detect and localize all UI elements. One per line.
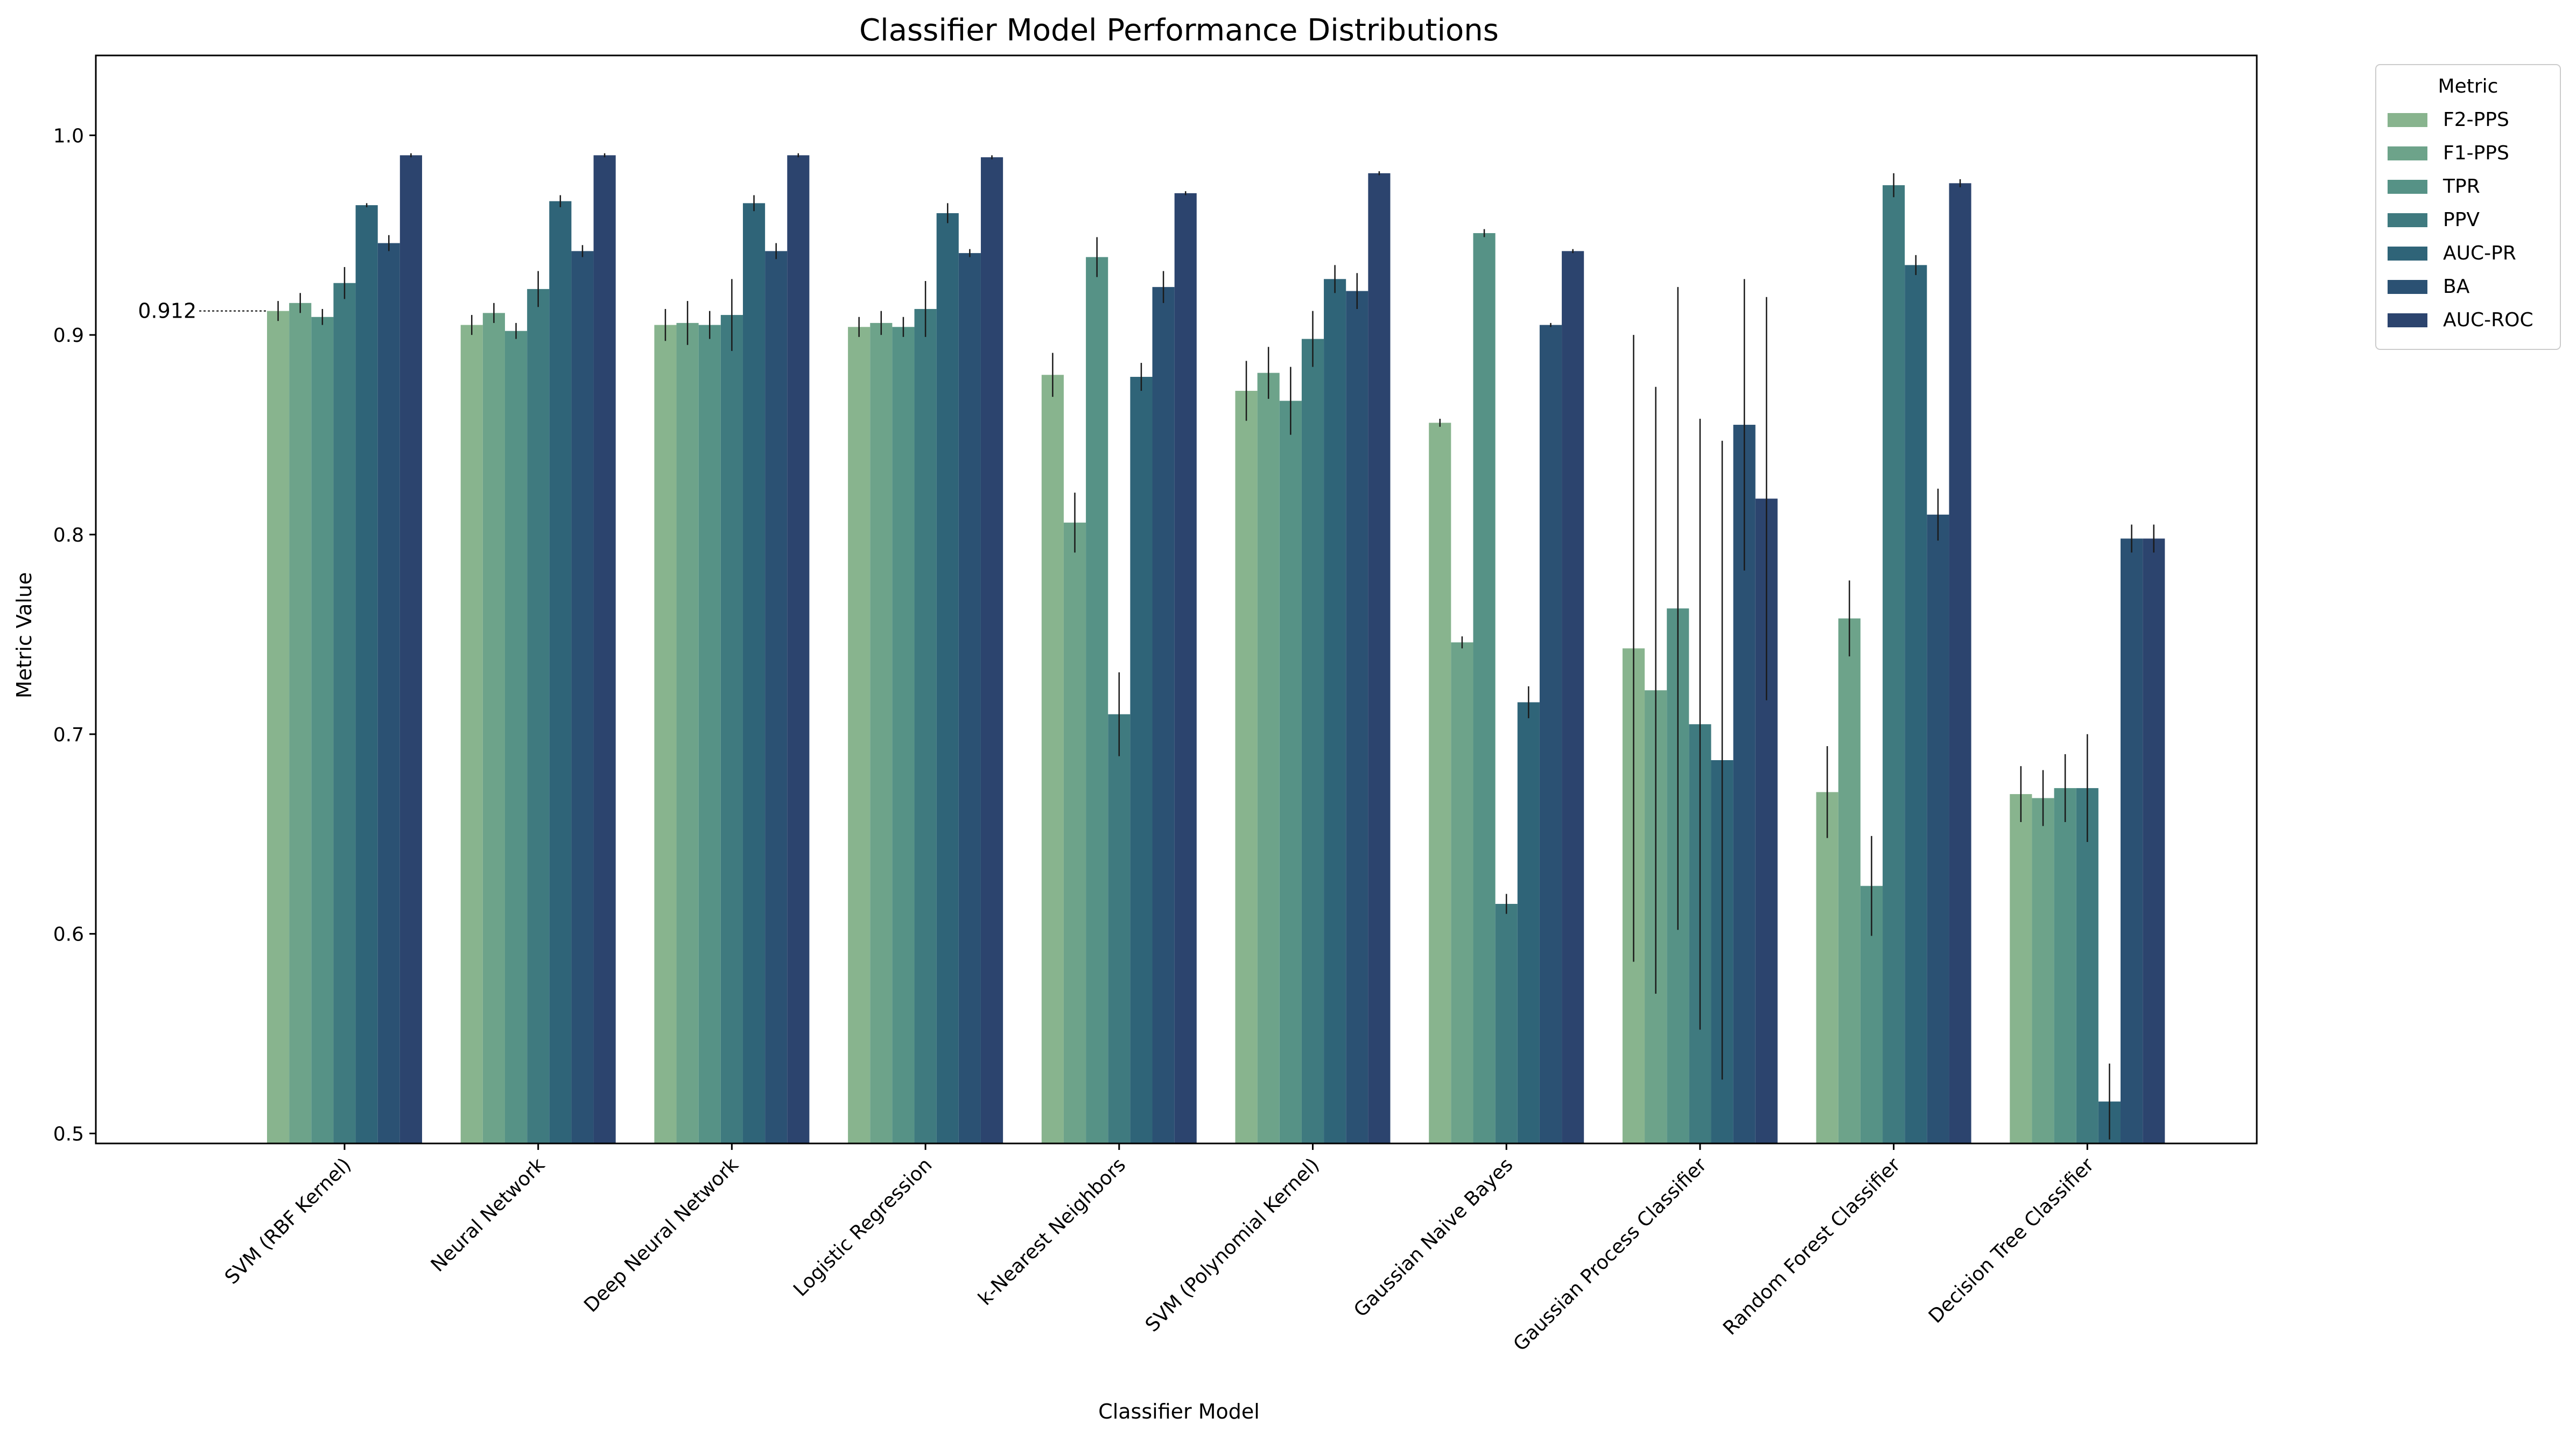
bar: [1041, 375, 1064, 1143]
y-tick-label: 0.8: [53, 524, 84, 546]
annotation-label: 0.912: [138, 299, 196, 323]
bar: [289, 303, 312, 1143]
bar: [399, 155, 422, 1143]
y-tick-label: 1.0: [53, 125, 84, 147]
bar: [311, 317, 334, 1143]
bar: [460, 325, 483, 1143]
y-axis-label: Metric Value: [12, 572, 36, 699]
legend-label: F1-PPS: [2443, 142, 2509, 164]
legend-swatch: [2388, 146, 2427, 160]
bar: [654, 325, 677, 1143]
legend-label: AUC-ROC: [2443, 309, 2533, 331]
bar: [355, 205, 378, 1143]
bar: [593, 155, 616, 1143]
bar: [333, 283, 356, 1143]
bar: [676, 322, 699, 1144]
bar: [980, 157, 1003, 1143]
bar: [1108, 714, 1131, 1143]
bar: [848, 327, 871, 1143]
legend-swatch: [2388, 180, 2427, 194]
bar: [1905, 265, 1927, 1143]
bar: [892, 327, 915, 1143]
legend-swatch: [2388, 213, 2427, 227]
bar: [267, 311, 290, 1144]
legend: Metric F2-PPS F1-PPS TPR PPV AUC-PR BA AUC-ROC: [2375, 64, 2561, 350]
bar: [1257, 373, 1280, 1143]
y-tick-label: 0.6: [53, 924, 84, 946]
bar: [1429, 423, 1451, 1143]
bar: [549, 201, 572, 1144]
bar: [1130, 377, 1153, 1143]
bar: [1324, 279, 1346, 1143]
y-tick-label: 0.5: [53, 1123, 84, 1145]
legend-label: BA: [2443, 276, 2470, 298]
legend-label: TPR: [2442, 176, 2480, 198]
bar: [1063, 522, 1086, 1143]
bar: [2010, 794, 2032, 1143]
bar: [936, 213, 959, 1144]
bar: [958, 253, 981, 1143]
legend-title: Metric: [2438, 75, 2498, 97]
bar: [2143, 538, 2165, 1143]
bar: [870, 322, 893, 1144]
bar: [1279, 401, 1302, 1143]
bar: [504, 331, 528, 1143]
bar: [527, 289, 550, 1143]
legend-swatch: [2388, 280, 2427, 294]
bar: [1152, 287, 1175, 1144]
bar: [1883, 185, 1905, 1143]
bar: [2032, 798, 2054, 1143]
bar: [1346, 291, 1368, 1143]
legend-swatch: [2388, 313, 2427, 327]
y-tick-label: 0.7: [53, 724, 84, 746]
y-tick-label: 0.9: [53, 325, 84, 347]
bar: [765, 251, 788, 1143]
bar: [914, 308, 937, 1144]
bar: [1174, 193, 1197, 1143]
bar: [1927, 514, 1949, 1143]
legend-label: AUC-PR: [2443, 242, 2516, 264]
bar: [742, 203, 766, 1143]
bar: [1539, 325, 1562, 1143]
bar: [1451, 642, 1473, 1143]
bar: [787, 155, 810, 1143]
bar: [482, 313, 505, 1143]
legend-box: [2375, 64, 2561, 350]
plot-frame: [95, 54, 2258, 1145]
legend-swatch: [2388, 113, 2427, 127]
x-axis-label: Classifier Model: [1098, 1400, 1260, 1423]
bar: [1562, 251, 1584, 1143]
chart-title: Classifier Model Performance Distributio…: [859, 13, 1499, 48]
bar: [377, 243, 400, 1144]
bar: [1235, 390, 1258, 1143]
bar: [571, 251, 594, 1143]
bar: [2054, 788, 2076, 1143]
bar: [1086, 257, 1108, 1143]
bar: [1517, 702, 1540, 1143]
bar: [2076, 788, 2098, 1143]
bar: [1368, 173, 1391, 1143]
bar: [2121, 538, 2143, 1143]
legend-swatch: [2388, 247, 2427, 261]
bar: [1301, 339, 1324, 1143]
bar: [720, 315, 743, 1143]
bar: [1949, 183, 1971, 1144]
bar: [1473, 233, 1496, 1143]
bar: [698, 325, 721, 1143]
legend-label: F2-PPS: [2443, 109, 2509, 131]
bar: [1838, 618, 1861, 1143]
bar: [1495, 904, 1518, 1143]
bar: [1816, 792, 1838, 1143]
legend-label: PPV: [2443, 209, 2480, 231]
